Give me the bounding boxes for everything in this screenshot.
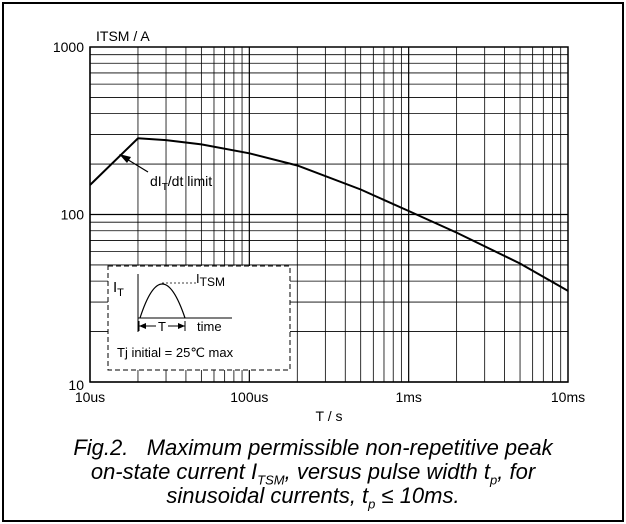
- caption-text-2: on-state current I: [90, 459, 258, 484]
- figure-caption: Fig.2. Maximum permissible non-repetitiv…: [0, 436, 626, 512]
- inset-period-arrow-left: [139, 323, 146, 329]
- caption-sub-p1: p: [490, 472, 498, 488]
- y-tick-label: 100: [61, 207, 85, 223]
- x-tick-label: 10ms: [551, 389, 585, 405]
- caption-sub-tsm: TSM: [257, 472, 285, 488]
- caption-line-2: on-state current ITSM, versus pulse widt…: [0, 459, 626, 488]
- x-tick-label: 100us: [230, 389, 268, 405]
- tick-labels: 10us 100us 1ms 10ms 10 100 1000: [53, 39, 585, 405]
- caption-text-4: , for: [497, 459, 536, 484]
- inset-y-label: IT: [113, 279, 124, 299]
- x-axis-label: T / s: [316, 408, 343, 424]
- x-tick-label: 10us: [75, 389, 105, 405]
- annotation-label: dIT/dt limit: [150, 173, 212, 193]
- caption-line-3: sinusoidal currents, tp ≤ 10ms.: [0, 483, 626, 512]
- caption-text-6: ≤ 10ms.: [375, 483, 460, 508]
- annotation-arrowhead: [119, 154, 131, 163]
- inset-period-label: T: [158, 319, 166, 334]
- annotation-suffix: /dt limit: [168, 173, 212, 189]
- plot-area-border: [89, 46, 569, 383]
- y-tick-label: 10: [68, 377, 84, 393]
- caption-text-3: , versus pulse width t: [284, 459, 491, 484]
- inset-period-arrow-right: [178, 323, 185, 329]
- inset-y-sub: T: [117, 287, 124, 299]
- annotation-arrow: [124, 157, 149, 173]
- inset-peak-label: ITSM: [196, 271, 225, 289]
- y-axis-label: ITSM / A: [96, 28, 150, 44]
- inset-time-label: time: [197, 319, 222, 334]
- caption-text-1: Fig.2. Maximum permissible non-repetitiv…: [73, 435, 553, 460]
- annotation-sub: T: [162, 182, 168, 193]
- inset-note: Tj initial = 25℃ max: [117, 345, 234, 360]
- inset-pulse: [139, 283, 186, 319]
- caption-sub-p2: p: [368, 496, 376, 512]
- series-line: [89, 137, 569, 292]
- caption-text-5: sinusoidal currents, t: [166, 483, 369, 508]
- y-tick-label: 1000: [53, 39, 84, 55]
- inset-peak-sub: TSM: [200, 275, 225, 289]
- caption-line-1: Fig.2. Maximum permissible non-repetitiv…: [0, 436, 626, 460]
- x-tick-label: 1ms: [395, 389, 421, 405]
